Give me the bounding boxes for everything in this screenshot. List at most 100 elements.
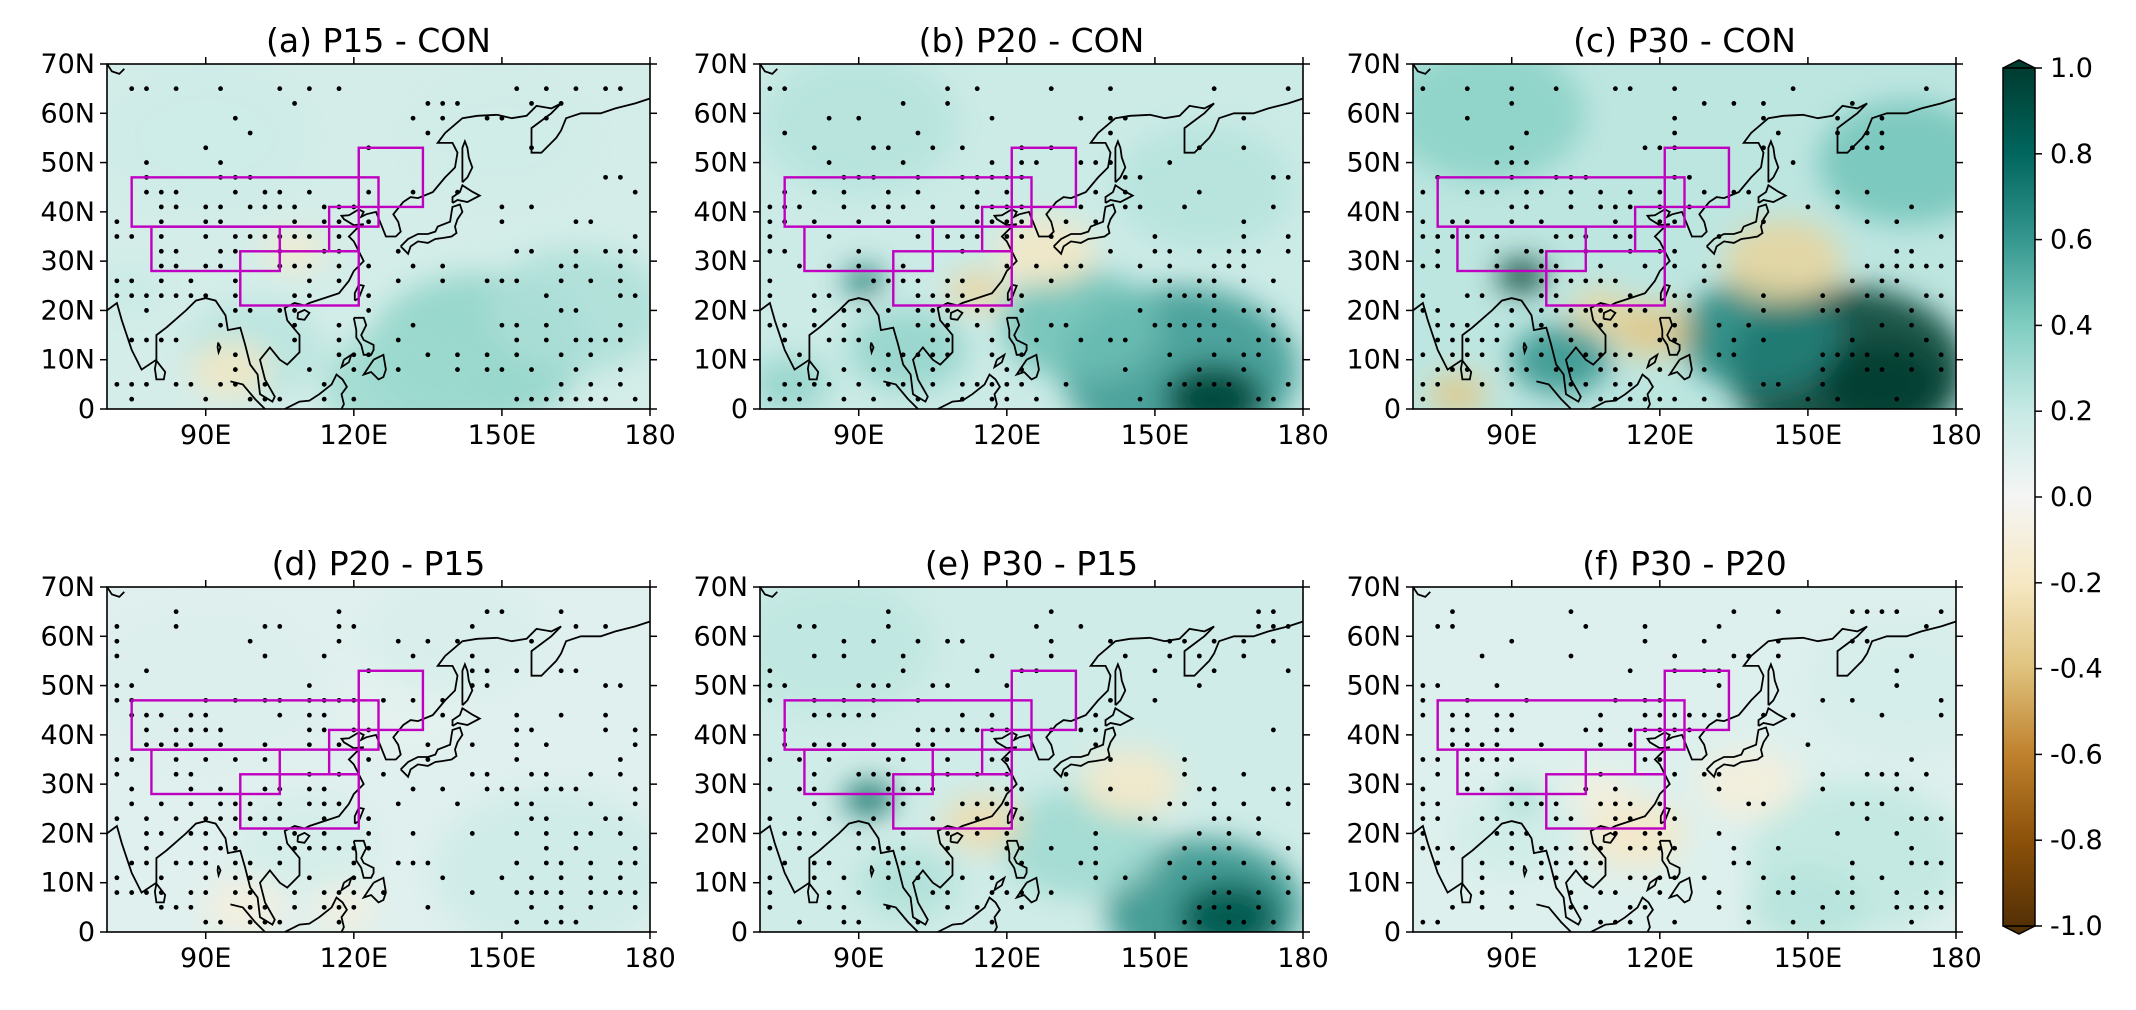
stipple-dot	[588, 890, 594, 895]
stipple-dot	[1182, 757, 1187, 762]
stipple-dot	[1464, 219, 1470, 225]
colorbar-gradient	[2002, 67, 2036, 927]
region-box-R3	[1545, 250, 1666, 307]
stipple-dot	[767, 322, 773, 328]
stipple-dot	[1285, 786, 1291, 792]
stipple-dot	[232, 757, 238, 762]
y-tick-label: 40N	[1346, 720, 1401, 751]
stipple-dot	[1879, 367, 1885, 372]
stipple-dot	[1226, 831, 1232, 836]
stipple-dot	[900, 831, 906, 836]
stipple-dot	[1211, 668, 1217, 674]
stipple-dot	[1583, 845, 1589, 851]
stipple-dot	[218, 248, 223, 254]
stipple-dot	[989, 396, 995, 402]
stipple-dot	[603, 396, 608, 402]
stipple-dot	[1820, 308, 1826, 313]
stipple-dot	[1598, 860, 1603, 866]
stipple-dot	[1938, 697, 1944, 703]
stipple-dot	[1019, 890, 1025, 895]
stipple-dot	[1612, 234, 1618, 239]
stipple-dot	[1285, 174, 1291, 180]
stipple-dot	[885, 801, 891, 807]
stipple-dot	[1226, 845, 1232, 851]
stipple-dot	[262, 204, 268, 210]
stipple-dot	[114, 234, 120, 239]
stipple-dot	[588, 860, 594, 866]
stipple-dot	[158, 248, 164, 254]
stipple-dot	[232, 278, 238, 284]
stipple-dot	[366, 831, 372, 836]
stipple-dot	[1211, 638, 1217, 644]
stipple-dot	[173, 293, 179, 299]
stipple-dot	[144, 890, 149, 895]
stipple-dot	[321, 396, 327, 402]
coastline	[296, 831, 311, 844]
stipple-dot	[173, 86, 179, 92]
stipple-dot	[1627, 919, 1633, 925]
stipple-dot	[514, 860, 520, 866]
stipple-dot	[1108, 130, 1113, 136]
y-tick-label: 70N	[40, 49, 95, 80]
stipple-dot	[469, 624, 475, 629]
region-box-R5	[1663, 669, 1731, 732]
stipple-dot	[811, 860, 817, 866]
stipple-dot	[1598, 845, 1603, 851]
y-tick-label: 50N	[693, 148, 748, 179]
stipple-dot	[1598, 890, 1603, 895]
stipple-dot	[1849, 337, 1855, 343]
stipple-dot	[1241, 278, 1247, 284]
stipple-dot	[1835, 352, 1840, 358]
stipple-dot	[930, 337, 936, 343]
stipple-dot	[1583, 904, 1589, 910]
y-tick-label: 20N	[40, 295, 95, 326]
stipple-dot	[1152, 668, 1158, 674]
stipple-dot	[573, 396, 579, 402]
stipple-dot	[856, 263, 862, 269]
panel-frame	[106, 63, 651, 410]
stipple-dot	[1479, 189, 1485, 195]
stipple-dot	[499, 115, 505, 121]
stipple-dot	[989, 786, 995, 792]
stipple-dot	[336, 263, 342, 269]
stipple-dot	[900, 860, 906, 866]
stipple-dot	[144, 860, 149, 866]
anomaly-blob	[1080, 749, 1180, 819]
stipple-dot	[1568, 278, 1574, 284]
coastline	[107, 97, 650, 403]
stipple-dot	[247, 860, 253, 866]
stipple-dot	[543, 86, 549, 92]
stipple-dot	[1583, 727, 1589, 733]
y-tick-label: 30N	[40, 246, 95, 277]
stipple-dot	[900, 381, 906, 387]
colorbar-tick-label: 0.8	[2050, 139, 2093, 170]
stipple-a	[114, 86, 638, 402]
stipple-dot	[1583, 860, 1589, 866]
coastline	[296, 308, 311, 321]
stipple-dot	[1048, 845, 1054, 851]
stipple-dot	[915, 234, 921, 239]
x-tick-label: 180	[624, 420, 676, 451]
stipple-dot	[158, 904, 164, 910]
stipple-dot	[395, 860, 401, 866]
stipple-dot	[1196, 381, 1202, 387]
stipple-dot	[277, 308, 283, 313]
stipple-dot	[1270, 609, 1276, 615]
stipple-dot	[1494, 189, 1500, 195]
stipple-dot	[277, 624, 283, 629]
stipple-dot	[1909, 845, 1914, 851]
stipple-dot	[158, 293, 164, 299]
stipple-dot	[1923, 860, 1929, 866]
stipple-dot	[1879, 771, 1885, 777]
stipple-dot	[1420, 801, 1426, 807]
stipple-dot	[1004, 801, 1010, 807]
stipple-dot	[129, 381, 135, 387]
stipple-dot	[797, 919, 802, 925]
stipple-dot	[1642, 875, 1648, 881]
stipple-dot	[1093, 189, 1099, 195]
stipple-dot	[900, 668, 906, 674]
stipple-dot	[321, 801, 327, 807]
stipple-dot	[1612, 801, 1618, 807]
stipple-dot	[336, 86, 342, 92]
